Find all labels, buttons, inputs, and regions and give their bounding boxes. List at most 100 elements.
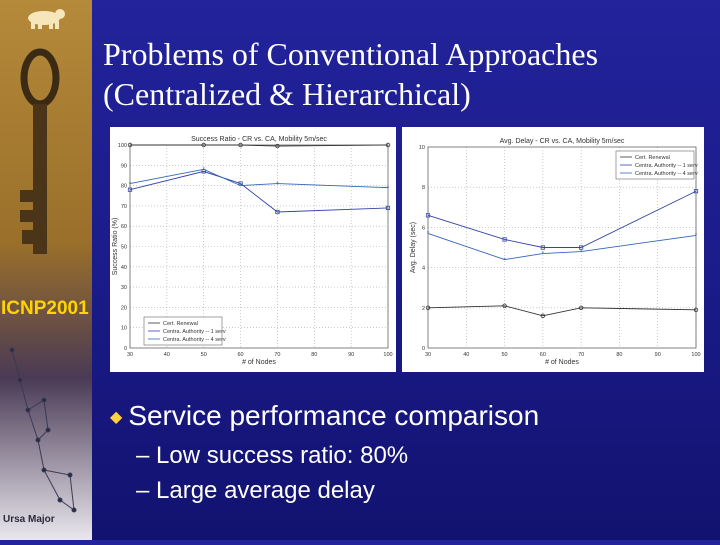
- legend-entry: Cert. Renewal: [635, 155, 670, 161]
- x-tick-label: 50: [201, 352, 207, 358]
- data-point: [579, 245, 584, 250]
- data-point: [385, 205, 391, 211]
- constellation-icon: [9, 347, 77, 513]
- title-line-2: (Centralized & Hierarchical): [103, 76, 471, 112]
- data-point: [425, 305, 431, 310]
- x-tick-label: 100: [383, 352, 392, 358]
- data-point: [275, 209, 280, 215]
- x-tick-label: 60: [540, 352, 546, 358]
- data-point: *: [129, 182, 132, 188]
- x-axis-label: # of Nodes: [545, 359, 579, 366]
- legend-entry: Centra. Authority -- 1 serv: [163, 329, 226, 335]
- y-tick-label: 40: [121, 265, 127, 271]
- series-line: [427, 305, 697, 317]
- sidebar-art: ICNP2001 Ursa Major: [1, 9, 89, 525]
- data-point: *: [276, 182, 279, 188]
- y-tick-label: 0: [124, 346, 127, 352]
- data-point: [693, 307, 699, 313]
- data-point: *: [427, 232, 430, 238]
- x-tick-label: 40: [463, 352, 469, 358]
- data-point: *: [387, 186, 390, 192]
- data-point: [127, 142, 133, 148]
- success-ratio-chart: Success Ratio - CR vs. CA, Mobility 5m/s…: [112, 136, 393, 366]
- y-tick-label: 90: [121, 163, 127, 169]
- data-point: *: [203, 168, 206, 174]
- x-tick-label: 90: [348, 352, 354, 358]
- data-point: *: [695, 234, 698, 240]
- sub-bullet-1: – Low success ratio: 80%: [136, 441, 409, 469]
- data-point: [385, 142, 391, 148]
- plot-frame: [427, 146, 697, 349]
- x-tick-label: 90: [655, 352, 661, 358]
- constellation-label: Ursa Major: [3, 514, 55, 525]
- data-point: [502, 303, 507, 308]
- y-tick-label: 10: [121, 326, 127, 332]
- y-tick-label: 10: [419, 145, 425, 151]
- bullet-list: ◆ Service performance comparison – Low su…: [110, 396, 710, 508]
- bear-icon: [28, 9, 65, 29]
- x-tick-label: 80: [616, 352, 622, 358]
- y-tick-label: 2: [422, 306, 425, 312]
- slide-title: Problems of Conventional Approaches (Cen…: [103, 34, 703, 114]
- y-axis-label: Avg. Delay (sec): [410, 222, 417, 273]
- data-point: *: [580, 250, 583, 256]
- x-tick-label: 70: [578, 352, 584, 358]
- y-tick-label: 6: [422, 225, 425, 231]
- y-axis-label: Success Ratio (%): [112, 218, 119, 276]
- sub-bullet-2: – Large average delay: [136, 476, 375, 504]
- diamond-bullet-icon: ◆: [110, 408, 123, 426]
- legend-entry: Cert. Renewal: [163, 321, 198, 327]
- data-point: [502, 237, 507, 242]
- bullet-text: Service performance comparison: [128, 400, 540, 431]
- legend-entry: Centra. Authority -- 1 serv: [635, 163, 698, 169]
- data-point: [693, 189, 699, 194]
- y-tick-label: 8: [422, 185, 425, 191]
- y-tick-label: 4: [422, 266, 425, 272]
- x-tick-label: 80: [311, 352, 317, 358]
- x-tick-label: 50: [502, 352, 508, 358]
- data-point: [201, 142, 206, 148]
- icnp-logo: ICNP2001: [1, 298, 89, 319]
- avg-delay-chart-panel: Avg. Delay - CR vs. CA, Mobility 5m/sec 3…: [402, 127, 704, 372]
- series-line: [427, 233, 697, 261]
- success-ratio-chart-panel: Success Ratio - CR vs. CA, Mobility 5m/s…: [110, 127, 396, 372]
- bullet-item: ◆ Service performance comparison: [110, 396, 710, 438]
- y-tick-label: 30: [121, 285, 127, 291]
- data-point: [540, 245, 545, 250]
- data-point: [275, 143, 280, 149]
- data-point: [425, 213, 431, 218]
- y-tick-label: 70: [121, 204, 127, 210]
- y-tick-label: 50: [121, 245, 127, 251]
- series-line: [129, 170, 389, 213]
- chart-title: Success Ratio - CR vs. CA, Mobility 5m/s…: [191, 136, 327, 143]
- avg-delay-chart: Avg. Delay - CR vs. CA, Mobility 5m/sec 3…: [410, 138, 701, 366]
- data-point: [127, 187, 133, 192]
- x-tick-label: 60: [238, 352, 244, 358]
- y-tick-label: 100: [118, 143, 127, 149]
- series-line: [130, 144, 389, 147]
- data-point: *: [542, 252, 545, 258]
- y-tick-label: 0: [422, 346, 425, 352]
- chart-title: Avg. Delay - CR vs. CA, Mobility 5m/sec: [500, 138, 625, 145]
- plot-frame: [129, 144, 389, 349]
- data-point: [540, 313, 546, 319]
- data-point: *: [239, 184, 242, 190]
- x-tick-label: 40: [164, 352, 170, 358]
- x-tick-label: 70: [274, 352, 280, 358]
- legend-entry: Centra. Authority -- 4 serv: [163, 337, 226, 343]
- series-line: [427, 190, 697, 248]
- x-tick-label: 30: [127, 352, 133, 358]
- y-tick-label: 60: [121, 224, 127, 230]
- legend-entry: Centra. Authority -- 4 serv: [635, 171, 698, 177]
- y-tick-label: 80: [121, 184, 127, 190]
- x-axis-label: # of Nodes: [242, 359, 276, 366]
- data-point: [578, 305, 584, 310]
- series-line: [129, 168, 389, 189]
- data-point: [238, 142, 243, 148]
- title-line-1: Problems of Conventional Approaches: [103, 36, 599, 72]
- data-point: *: [503, 258, 506, 264]
- key-icon: [20, 48, 60, 254]
- left-sidebar: ICNP2001 Ursa Major: [0, 0, 92, 540]
- x-tick-label: 100: [691, 352, 700, 358]
- x-tick-label: 30: [425, 352, 431, 358]
